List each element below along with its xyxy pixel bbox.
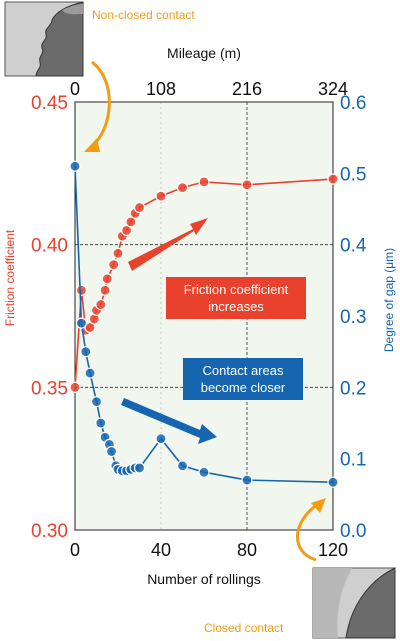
right-tick-label: 0.6 <box>340 93 366 114</box>
gap-data-point <box>133 462 146 474</box>
closer-arrow <box>121 398 217 444</box>
gap-data-point <box>75 317 88 329</box>
friction-increases-box <box>166 277 306 319</box>
gap-data-point <box>69 160 81 172</box>
left-tick-label: 0.35 <box>31 378 68 399</box>
left-tick-label: 0.40 <box>31 236 68 257</box>
friction-data-point <box>108 259 120 271</box>
friction-data-point <box>327 173 339 185</box>
closed-contact-diagram <box>312 567 396 639</box>
friction-data-point <box>99 284 111 296</box>
non-closed-contact-arrow <box>90 60 111 148</box>
friction-data-point <box>241 179 253 191</box>
x-tick-label: 80 <box>237 540 257 560</box>
friction-data-point <box>69 381 81 393</box>
friction-data-point <box>198 176 210 188</box>
gap-data-point <box>95 417 107 429</box>
top-axis-title: Mileage (m) <box>167 45 241 61</box>
right-tick-label: 0.5 <box>340 164 366 185</box>
top-tick-label: 108 <box>146 79 176 99</box>
non-closed-contact-label: Non-closed contact <box>92 8 195 22</box>
friction-data-point <box>75 284 88 296</box>
top-tick-label: 216 <box>232 79 262 99</box>
top-tick-label: 324 <box>318 79 348 99</box>
non-closed-contact-arrowhead <box>84 138 100 152</box>
x-tick-label: 0 <box>70 540 80 560</box>
x-tick-label: 120 <box>318 540 348 560</box>
x-axis-title: Number of rollings <box>147 571 261 587</box>
top-tick-label: 0 <box>70 79 80 99</box>
friction-data-point <box>176 182 189 194</box>
plot-frame <box>74 101 334 531</box>
friction-data-point <box>133 201 146 214</box>
closed-contact-label: Closed contact <box>204 621 284 635</box>
increase-arrow <box>128 218 208 271</box>
gap-data-point <box>327 476 339 488</box>
friction-data-point <box>155 190 167 202</box>
right-tick-label: 0.1 <box>340 450 366 471</box>
data-series <box>69 160 339 488</box>
friction-data-point <box>101 273 113 285</box>
tick-labels: 0 40 80 120 0 108 216 324 0.30 0.35 0.40 0.45 0.0 0.1… <box>31 79 367 560</box>
gap-data-point <box>90 396 103 408</box>
right-axis-title: Degree of gap (μm) <box>382 248 396 352</box>
left-tick-label: 0.30 <box>31 521 68 542</box>
gap-data-point <box>84 367 96 379</box>
left-axis-title: Friction coefficient <box>3 229 17 326</box>
contact-closer-box <box>183 358 303 400</box>
contact-closer-line1: Contact areas <box>203 363 284 378</box>
gap-data-point <box>155 433 167 445</box>
friction-increases-line1: Friction coefficient <box>184 282 289 297</box>
friction-data-point <box>95 298 107 311</box>
friction-data-point <box>112 247 124 259</box>
gap-data-point <box>80 346 92 358</box>
left-tick-label: 0.45 <box>31 93 68 114</box>
closed-contact-arrowhead <box>311 498 326 513</box>
right-tick-label: 0.2 <box>340 378 366 399</box>
right-tick-label: 0.3 <box>340 307 366 328</box>
non-closed-contact-diagram <box>4 1 84 77</box>
gap-data-point <box>198 466 210 478</box>
right-tick-label: 0.4 <box>340 236 367 257</box>
right-tick-label: 0.0 <box>340 521 366 542</box>
contact-closer-line2: become closer <box>201 380 286 395</box>
gap-data-point <box>105 445 118 458</box>
gap-data-point <box>176 460 189 472</box>
closed-contact-arrow <box>296 502 319 562</box>
friction-increases-line2: increases <box>208 299 264 314</box>
gap-data-point <box>241 474 253 486</box>
x-tick-label: 40 <box>151 540 171 560</box>
